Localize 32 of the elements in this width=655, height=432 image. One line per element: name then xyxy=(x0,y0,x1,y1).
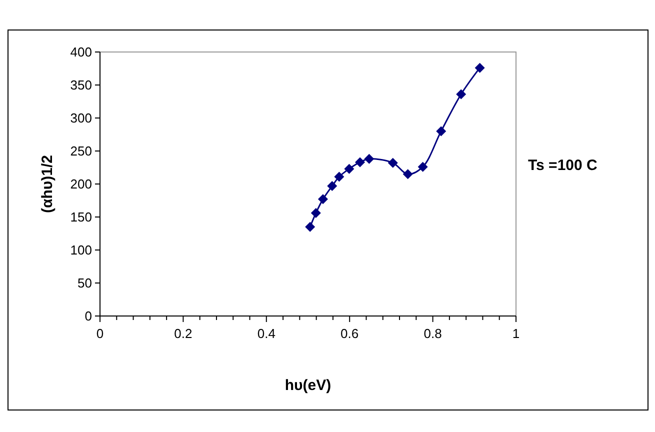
point xyxy=(436,126,446,136)
point xyxy=(418,162,428,172)
x-tick-label: 0.8 xyxy=(424,326,442,341)
point xyxy=(355,157,365,168)
x-axis-title: hυ(eV) xyxy=(284,377,332,394)
point xyxy=(310,208,321,218)
y-tick-label: 100 xyxy=(70,242,92,258)
x-tick-label: 0.6 xyxy=(340,326,359,341)
y-tick-label: 50 xyxy=(78,276,92,291)
y-tick-label: 400 xyxy=(70,44,92,60)
x-tick-label: 0 xyxy=(96,326,104,341)
text: Ts =100 C xyxy=(528,157,598,174)
x-tick-label: 0.4 xyxy=(257,326,276,341)
point xyxy=(334,172,344,182)
y-tick-label: 250 xyxy=(70,144,92,159)
x-tick-label: 1 xyxy=(512,326,520,341)
y-tick-label: 0 xyxy=(84,308,92,324)
point xyxy=(318,194,328,204)
point xyxy=(327,180,338,191)
y-tick-label: 200 xyxy=(70,176,92,192)
point xyxy=(474,62,485,73)
point xyxy=(305,222,316,232)
y-tick-label: 350 xyxy=(70,78,92,93)
y-tick-label: 150 xyxy=(70,210,92,225)
point xyxy=(344,164,354,174)
x-tick-label: 0.2 xyxy=(174,326,192,341)
y-tick-label: 300 xyxy=(70,110,92,126)
point xyxy=(456,89,466,100)
point xyxy=(388,158,398,168)
point xyxy=(402,169,413,180)
y-axis-title: (αhυ)1/2 xyxy=(39,155,56,213)
point xyxy=(364,154,374,164)
